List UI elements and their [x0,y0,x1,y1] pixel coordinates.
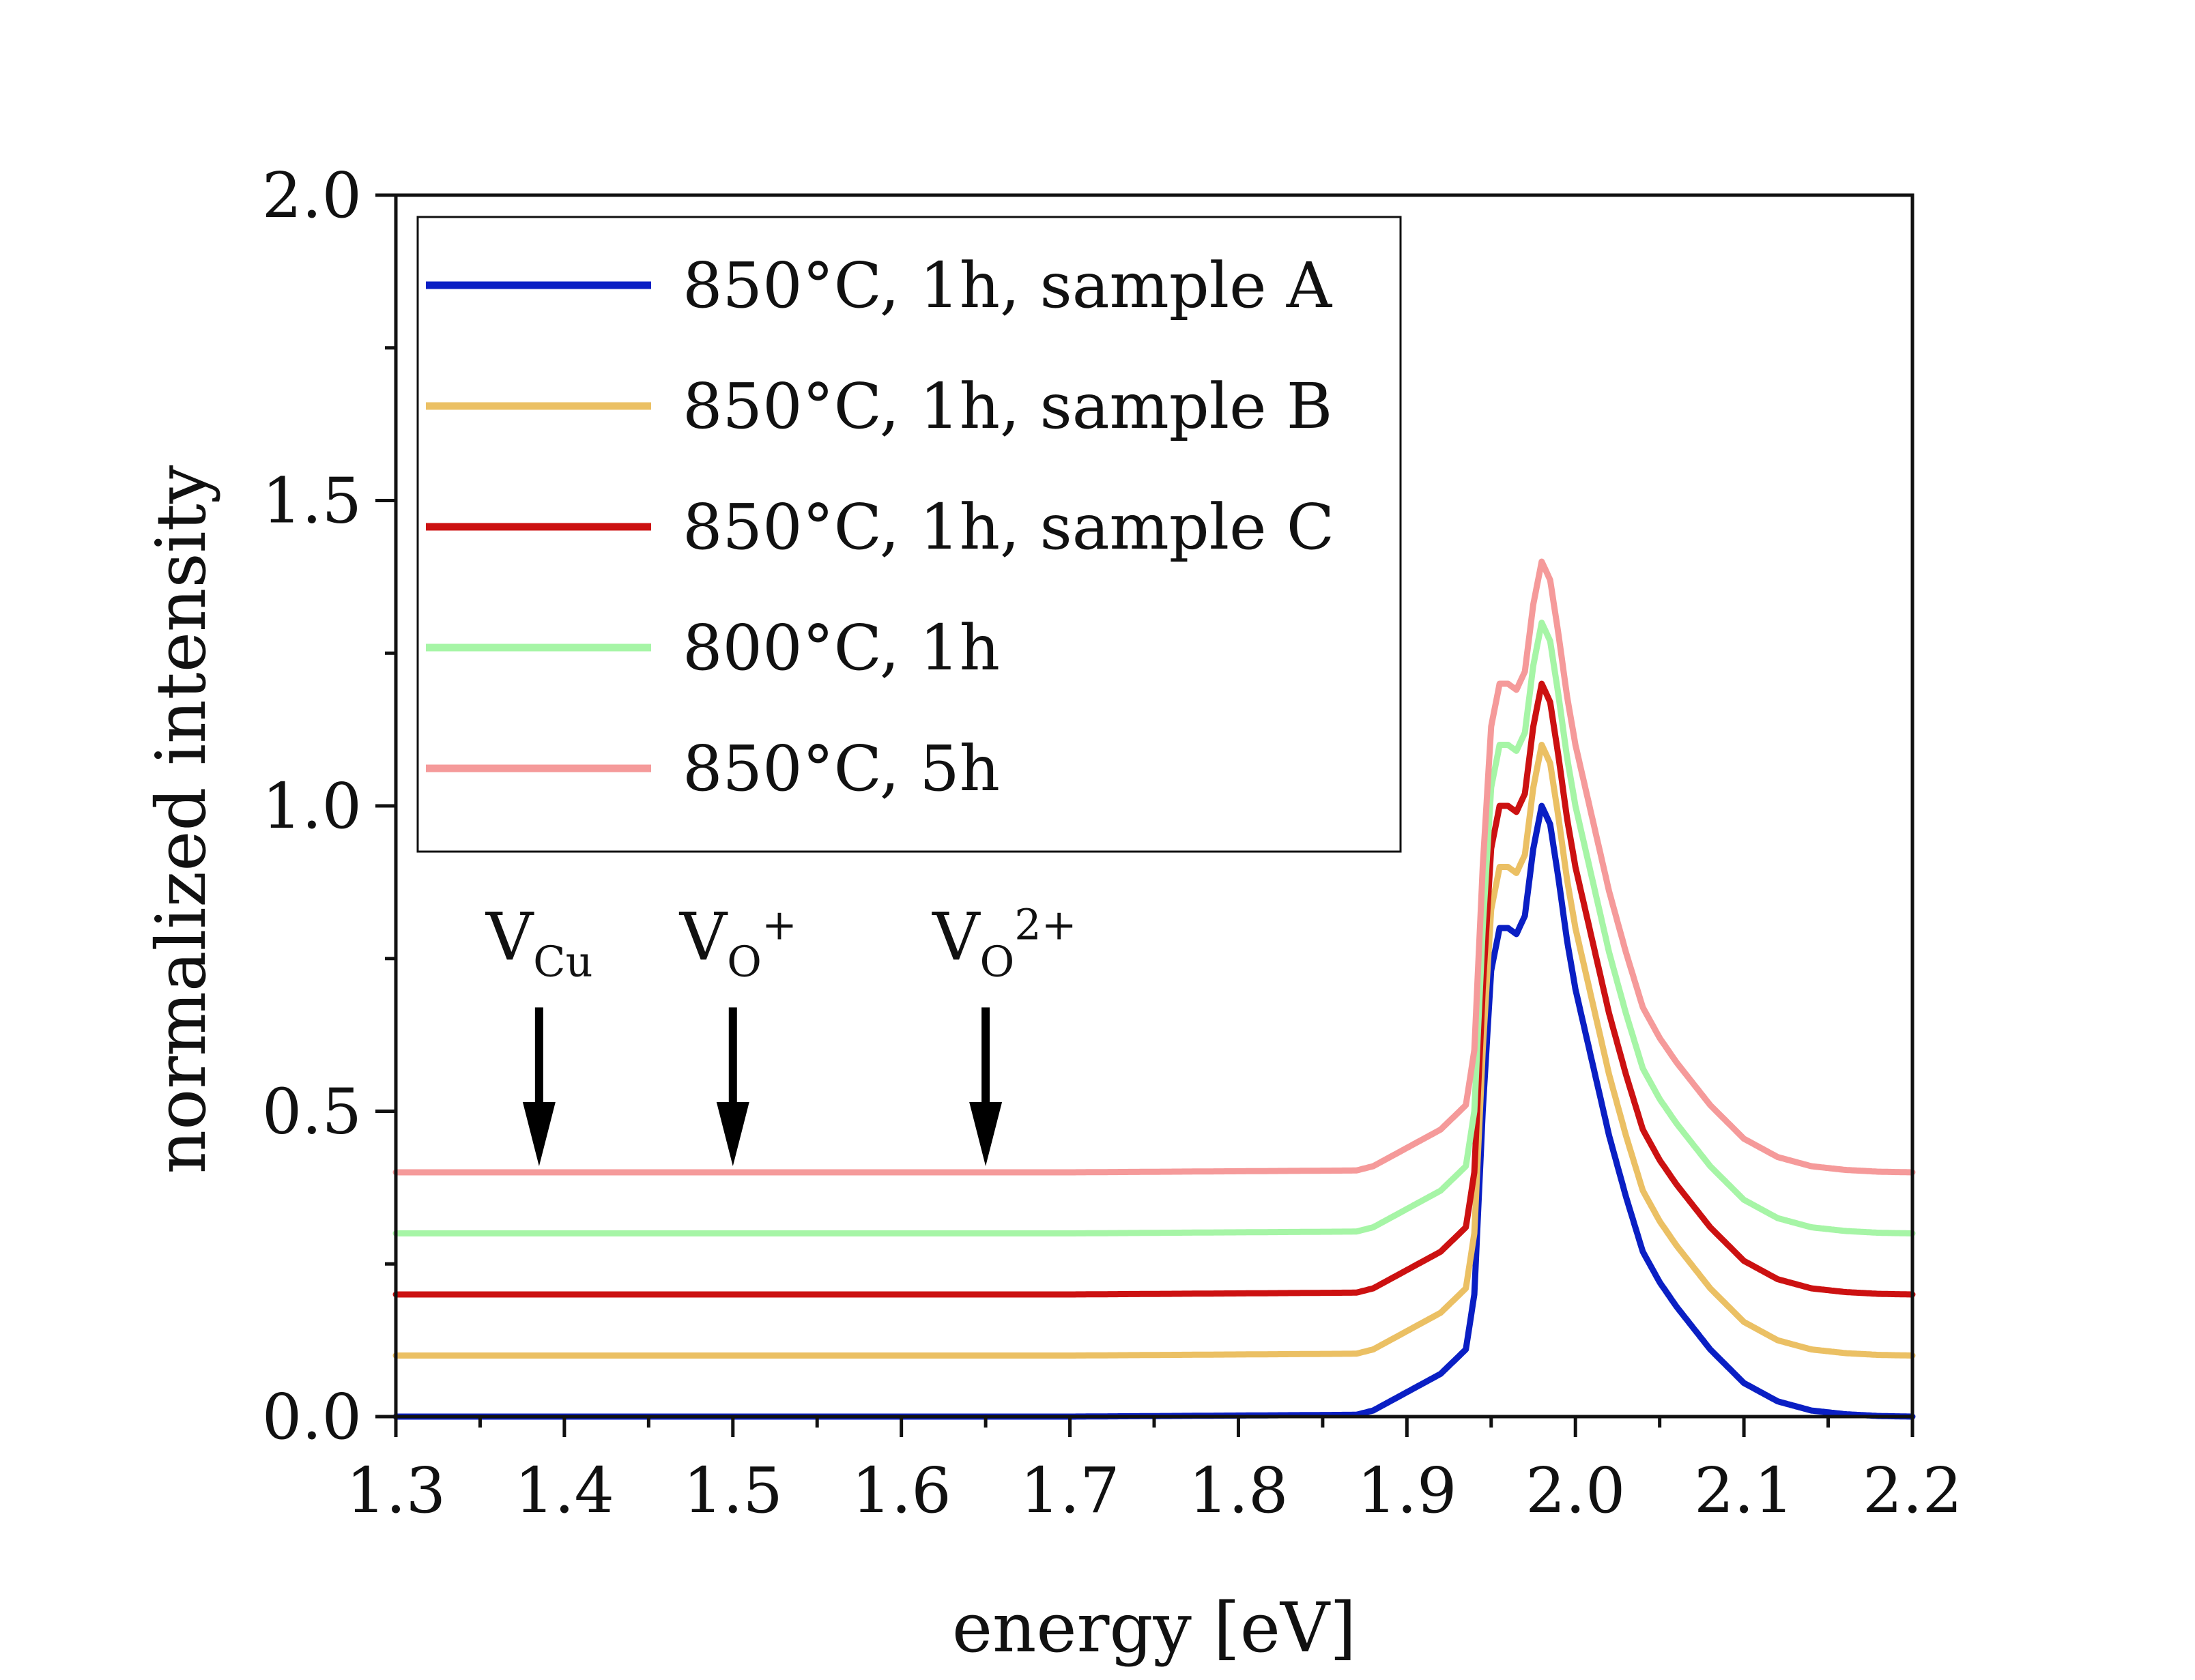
x-tick-label: 1.5 [683,1454,783,1527]
y-tick-label: 1.0 [262,770,362,843]
y-tick-label: 1.5 [262,465,362,538]
legend: 850°C, 1h, sample A 850°C, 1h, sample B 85… [416,216,1402,853]
y-tick-label: 0.0 [262,1380,362,1453]
legend-label: 850°C, 1h, sample A [683,249,1333,322]
x-axis-title: energy [eV] [952,1588,1356,1668]
series-line-5 [392,558,1916,1176]
annotation-subscript: Cu [533,936,592,986]
annotation-superscript: + [762,899,797,949]
x-tick-label: 2.1 [1694,1454,1794,1527]
x-tick-label: 2.0 [1525,1454,1625,1527]
annotation-superscript: 2+ [1014,899,1076,949]
series-line-2 [392,742,1916,1359]
annotation-label: VO2+ [932,899,1077,986]
annotation-arrow-head [522,1102,556,1167]
annotation-2: VO+ [679,899,797,1167]
legend-label: 800°C, 1h [683,611,1000,684]
x-tick-label: 1.7 [1020,1454,1119,1527]
x-tick-label: 1.3 [346,1454,446,1527]
y-tick-label: 0.5 [262,1075,362,1148]
series-line-4 [392,620,1916,1236]
legend-box [416,216,1402,853]
annotation-layer: VCu VO+ VO2+ [485,899,1077,1167]
annotation-arrow-head [969,1102,1003,1167]
legend-label: 850°C, 1h, sample B [683,370,1332,443]
annotation-3: VO2+ [932,899,1077,1167]
y-tick-label: 2.0 [262,159,362,232]
x-tick-label: 2.2 [1863,1454,1962,1527]
series-line-3 [392,680,1916,1298]
annotation-subscript: O [727,936,762,986]
annotation-1: VCu [485,899,593,1167]
x-tick-label: 1.6 [852,1454,951,1527]
annotation-label: VO+ [679,899,797,986]
x-tick-label: 1.4 [515,1454,614,1527]
legend-label: 850°C, 5h [683,732,1000,805]
x-tick-label: 1.9 [1357,1454,1457,1527]
x-tick-label: 1.8 [1188,1454,1288,1527]
annotation-arrow-head [716,1102,749,1167]
annotation-label: VCu [485,899,593,986]
y-axis-title: normalized intensity [141,465,221,1174]
ticks-layer: 1.3 1.4 1.5 1.6 1.7 1.8 1.9 2.0 2.1 2.2 0.0 0.5 1.0 1… [262,159,1962,1527]
annotation-subscript: O [979,936,1014,986]
legend-label: 850°C, 1h, sample C [683,491,1334,564]
